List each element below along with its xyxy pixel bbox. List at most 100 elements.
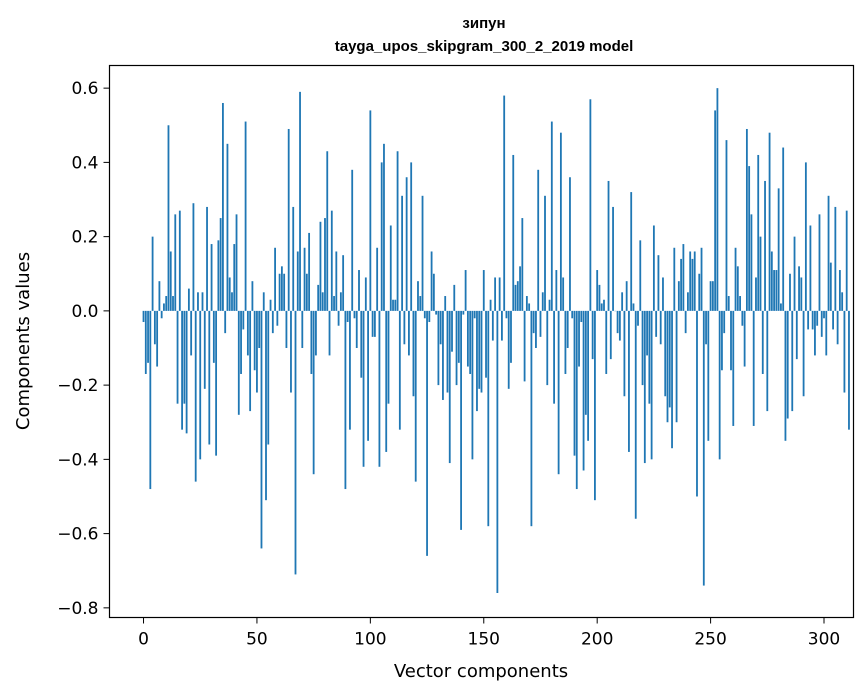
bar [718, 310, 721, 460]
bar [510, 310, 512, 363]
bar [770, 251, 773, 311]
bar [641, 310, 644, 386]
bar [580, 310, 583, 323]
bar [634, 310, 637, 519]
bar [643, 310, 646, 464]
bar [437, 310, 440, 386]
bar [505, 310, 508, 319]
bar [172, 296, 174, 311]
bar [296, 251, 299, 311]
bar [578, 310, 580, 367]
bar [555, 270, 558, 311]
bar [428, 310, 431, 323]
y-axis-ticks: −0.8 −0.6 −0.4 −0.2 0.0 0.2 0.4 0.6 [57, 79, 110, 619]
bar [460, 310, 462, 530]
bar [594, 310, 596, 501]
bar [702, 310, 705, 586]
bar [707, 310, 710, 441]
bar [677, 281, 680, 311]
bar [317, 284, 320, 311]
bar [546, 310, 549, 386]
bar [410, 162, 413, 311]
bar [310, 310, 313, 374]
y-tick-label: 0.6 [71, 79, 98, 99]
bar [655, 310, 658, 337]
bar [514, 284, 517, 311]
bar [829, 262, 832, 311]
bar [228, 277, 231, 311]
bar [535, 310, 537, 348]
bar [498, 277, 501, 311]
bar [537, 169, 540, 311]
bar [292, 206, 295, 311]
bar [691, 258, 694, 311]
bar [512, 154, 515, 311]
x-tick-label: 250 [694, 630, 726, 650]
bar [326, 151, 329, 311]
bar [349, 310, 351, 430]
bar [791, 310, 794, 412]
bar [208, 310, 211, 445]
bar [217, 240, 220, 311]
bar [432, 273, 435, 311]
bar [609, 310, 612, 360]
bar [607, 180, 610, 311]
bar [684, 310, 687, 334]
bar [516, 281, 519, 311]
bar [507, 310, 510, 389]
bar [330, 210, 333, 311]
bar [398, 310, 401, 430]
bar [836, 310, 839, 345]
bar [335, 251, 338, 311]
bar [473, 310, 476, 319]
bar [174, 214, 177, 311]
bar [825, 310, 828, 356]
bar [183, 310, 186, 404]
bar [564, 310, 567, 374]
bar [408, 310, 410, 356]
bar [337, 310, 340, 326]
bar [301, 310, 304, 348]
y-tick-label: 0.0 [71, 302, 98, 322]
bar [351, 169, 354, 311]
bar [571, 310, 574, 319]
bar [176, 310, 179, 404]
bar [750, 214, 753, 311]
bar [453, 284, 456, 311]
bar [780, 303, 782, 311]
bar [539, 310, 542, 337]
bar [303, 247, 306, 311]
bar [224, 310, 227, 334]
bar [723, 310, 726, 334]
bar [457, 310, 460, 363]
bar [167, 125, 170, 311]
bar [487, 310, 490, 527]
bar [158, 281, 161, 311]
bar [290, 310, 292, 393]
bar [569, 177, 571, 311]
bar [385, 310, 388, 452]
bar [267, 310, 270, 445]
bar [584, 310, 587, 415]
bar [163, 303, 165, 311]
bar [194, 310, 197, 482]
bar [804, 162, 807, 311]
bar [430, 251, 433, 311]
bar [711, 281, 714, 311]
bar [659, 310, 662, 345]
bar [491, 310, 494, 341]
bar [739, 296, 741, 311]
bar [848, 310, 850, 430]
bar [190, 310, 193, 356]
bar [748, 166, 751, 311]
bar [226, 143, 229, 311]
bar [589, 99, 592, 311]
bar [671, 310, 673, 449]
bar [553, 310, 555, 404]
bar [308, 232, 311, 311]
bar [403, 310, 406, 345]
bar [169, 251, 172, 311]
bar [582, 310, 585, 471]
bar [618, 310, 621, 341]
